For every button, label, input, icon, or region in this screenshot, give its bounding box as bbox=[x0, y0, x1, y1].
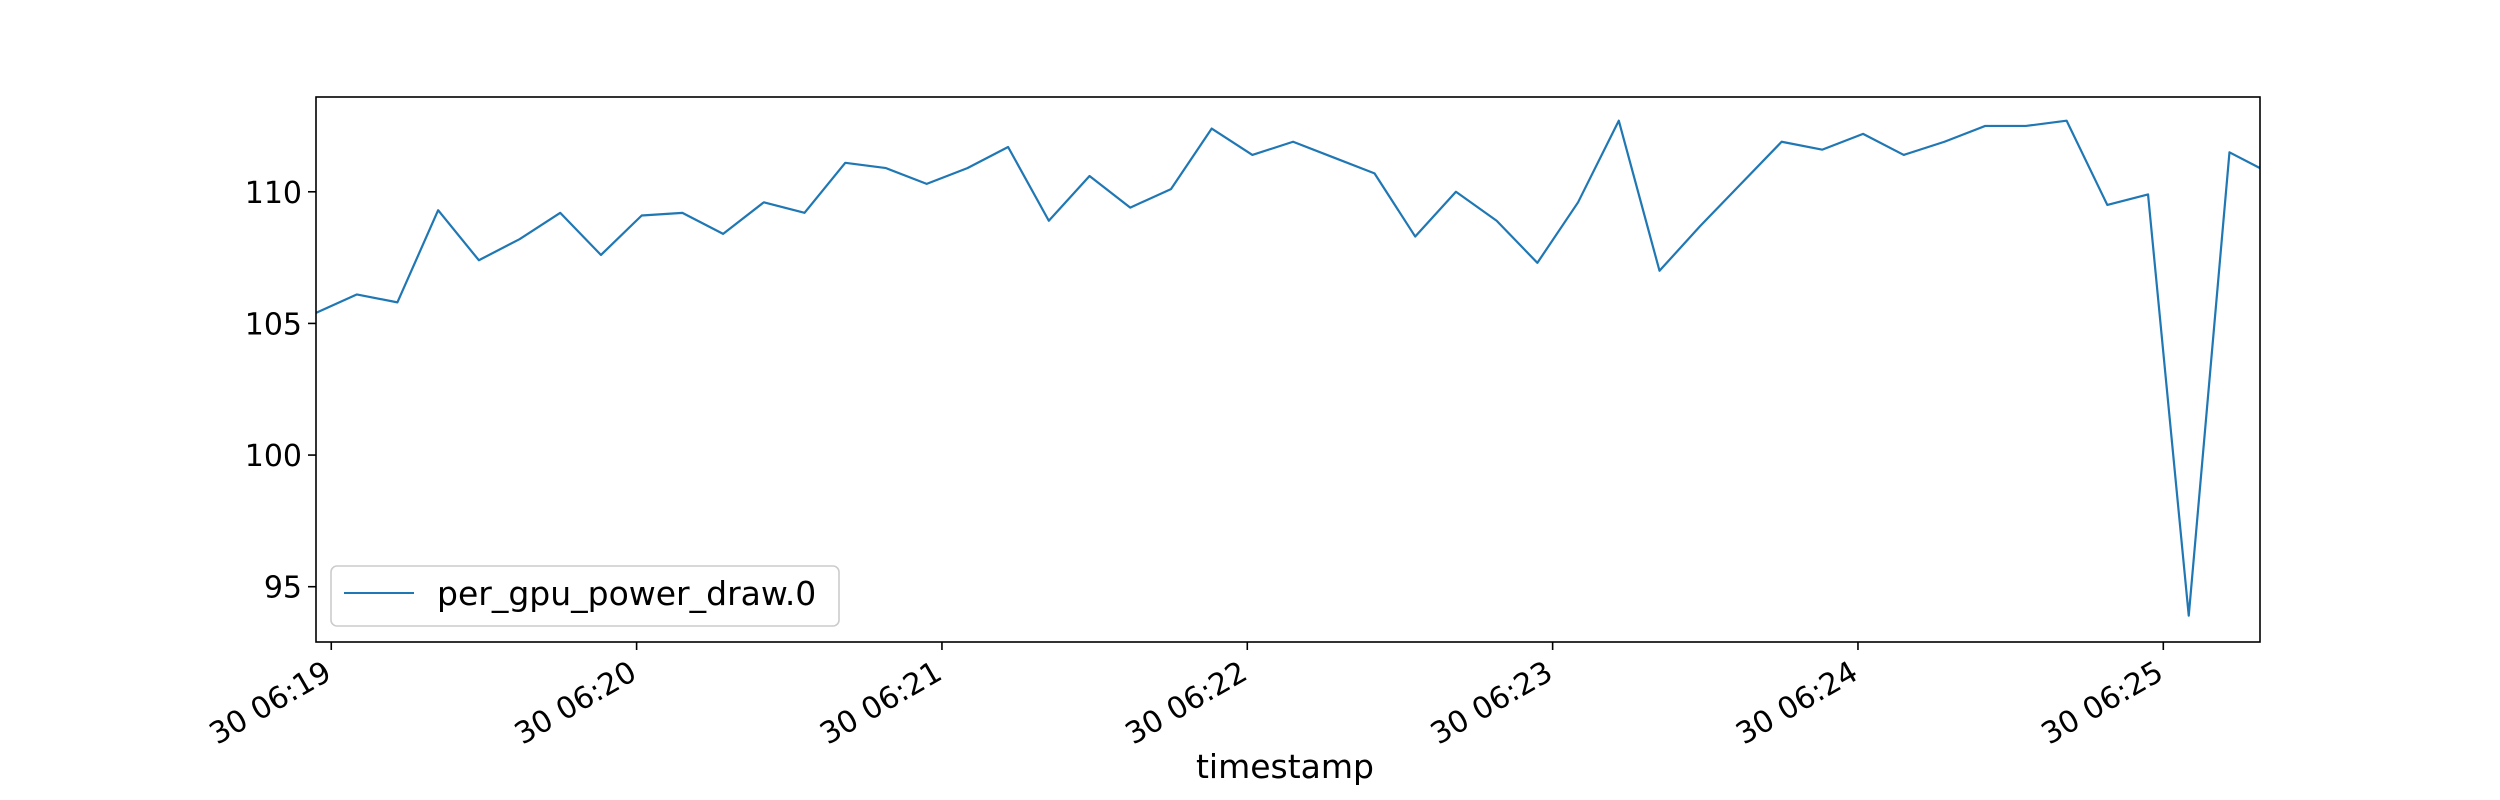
legend-box bbox=[330, 565, 840, 627]
legend-label: per_gpu_power_draw.0 bbox=[437, 574, 816, 613]
x-tick-label: 30 06:22 bbox=[1120, 655, 1254, 752]
axes-frame bbox=[315, 96, 2261, 643]
x-tick-label: 30 06:24 bbox=[1730, 655, 1864, 752]
x-tick-label: 30 06:25 bbox=[2036, 655, 2170, 752]
series-line-0 bbox=[315, 119, 2261, 617]
x-tick-label: 30 06:19 bbox=[204, 655, 338, 752]
y-tick-label: 95 bbox=[264, 571, 302, 606]
x-tick-label: 30 06:20 bbox=[509, 655, 643, 752]
legend: per_gpu_power_draw.0 bbox=[330, 565, 840, 627]
x-tick-label: 30 06:21 bbox=[814, 655, 948, 752]
y-tick-label: 105 bbox=[245, 307, 302, 342]
axes-ticks: 95 100 105 110 30 06:19 30 06:20 30 06:21 30 06… bbox=[204, 176, 2170, 752]
x-tick-label: 30 06:23 bbox=[1425, 655, 1559, 752]
y-tick-label: 100 bbox=[245, 439, 302, 474]
plot-area bbox=[315, 119, 2261, 617]
x-axis-label: timestamp bbox=[1196, 747, 1374, 786]
y-tick-label: 110 bbox=[245, 176, 302, 211]
